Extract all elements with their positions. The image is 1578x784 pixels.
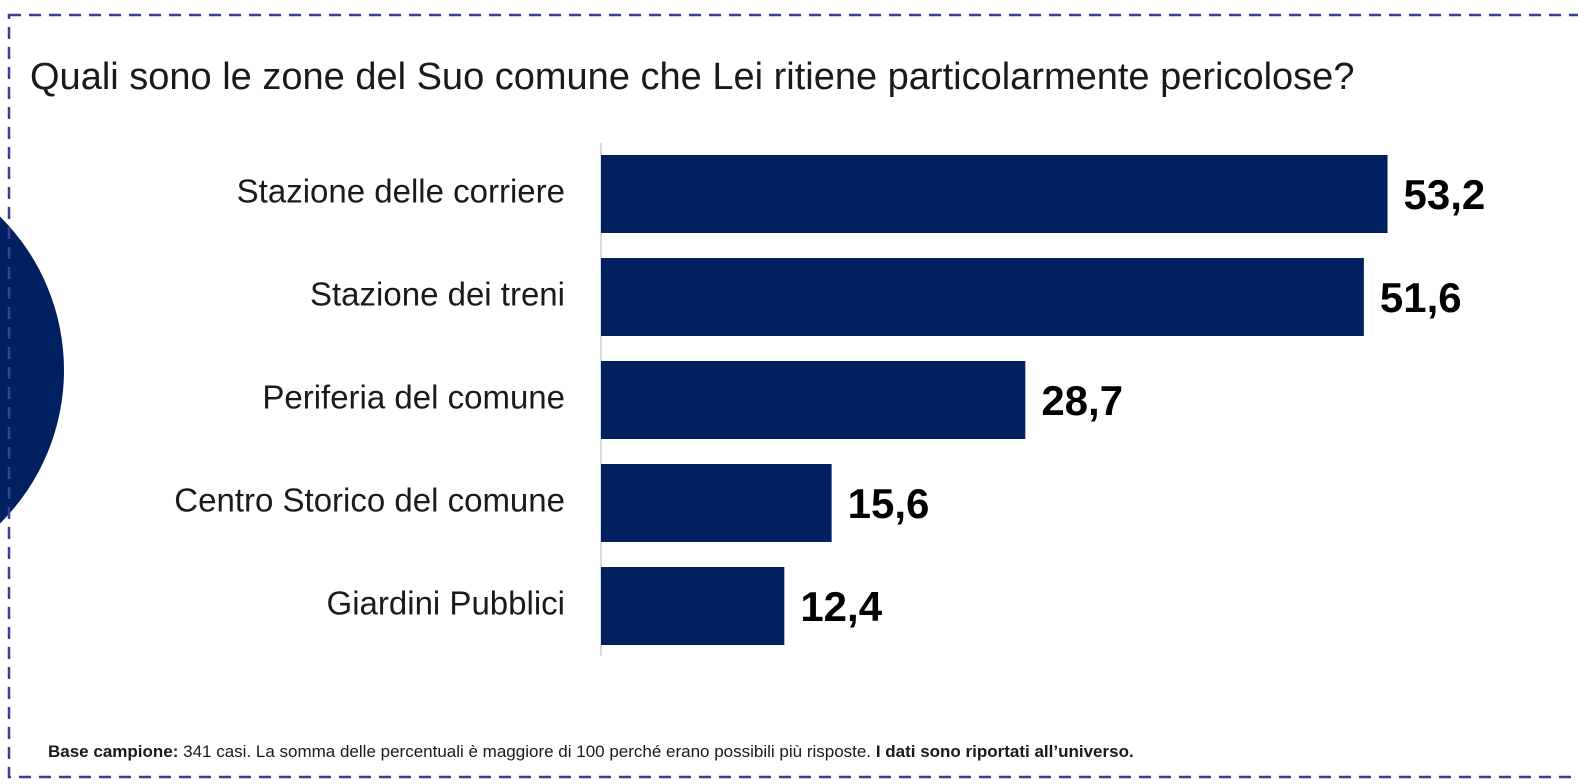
footnote-label: Base campione: (48, 742, 178, 761)
data-label: 12,4 (800, 583, 882, 630)
data-label: 28,7 (1041, 377, 1123, 424)
footnote: Base campione: 341 casi. La somma delle … (48, 742, 1134, 761)
footnote-emphasis: I dati sono riportati all’universo. (876, 742, 1134, 761)
category-label: Giardini Pubblici (327, 585, 565, 622)
bar (601, 361, 1026, 439)
bar (601, 464, 832, 542)
category-label: Stazione dei treni (310, 276, 565, 313)
data-label: 53,2 (1404, 171, 1486, 218)
decor-circle (0, 216, 64, 524)
bar (601, 567, 785, 645)
bar (601, 258, 1364, 336)
chart-title: Quali sono le zone del Suo comune che Le… (30, 56, 1355, 98)
category-label: Centro Storico del comune (174, 482, 565, 519)
bar (601, 155, 1388, 233)
category-label: Periferia del comune (262, 379, 565, 416)
footnote-text: 341 casi. La somma delle percentuali è m… (183, 742, 871, 761)
dashed-border (7, 13, 1578, 779)
data-label: 51,6 (1380, 274, 1462, 321)
data-label: 15,6 (848, 480, 930, 527)
category-label: Stazione delle corriere (237, 173, 565, 210)
